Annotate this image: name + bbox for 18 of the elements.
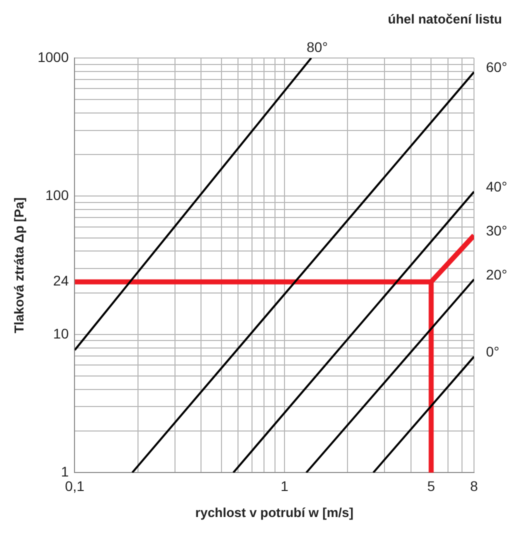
x-tick-label: 0,1	[65, 478, 85, 494]
series-label: 80°	[306, 38, 328, 55]
y-tick-label: 100	[45, 187, 69, 204]
y-tick-label: 1000	[38, 48, 69, 65]
x-tick-label: 1	[280, 478, 289, 494]
series-label: 20°	[486, 266, 508, 282]
y-tick-label: 1	[60, 463, 69, 480]
x-tick-label: 5	[427, 478, 436, 494]
x-tick-label: 8	[470, 478, 478, 494]
y-tick-label: 24	[53, 272, 69, 289]
x-axis-title: rychlost v potrubí w [m/s]	[195, 504, 354, 520]
text: úhel natočení listu	[388, 12, 502, 27]
y-axis-title: Tlaková ztráta Δp [Pa]	[11, 197, 26, 334]
series-label: 40°	[486, 178, 508, 194]
y-tick-label: 10	[53, 325, 69, 342]
series-label: 0°	[486, 344, 500, 360]
series-label: 30°	[486, 222, 508, 238]
series-label: 60°	[486, 59, 508, 76]
